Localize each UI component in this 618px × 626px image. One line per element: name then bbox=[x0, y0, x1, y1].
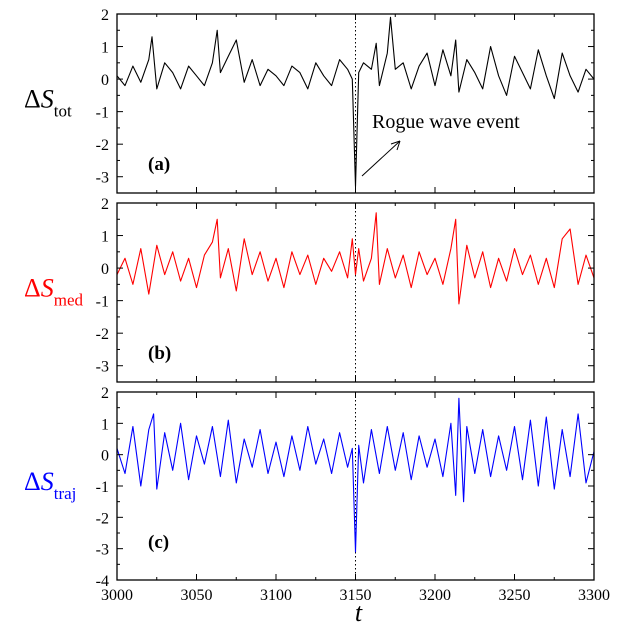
series-line bbox=[116, 212, 595, 305]
y-tick-label: -1 bbox=[96, 105, 109, 122]
y-axis-label-subscript: traj bbox=[54, 484, 77, 503]
y-tick-label: -2 bbox=[96, 326, 109, 343]
y-tick-label: -1 bbox=[96, 294, 109, 311]
x-axis-label: t bbox=[355, 598, 363, 626]
panel-label: (a) bbox=[148, 154, 170, 175]
annotation-arrowhead bbox=[390, 140, 401, 151]
annotation-arrow bbox=[361, 140, 401, 177]
y-tick-label: -3 bbox=[96, 170, 109, 187]
y-tick-label: 2 bbox=[101, 196, 109, 213]
y-axis-label-subscript: med bbox=[54, 291, 84, 310]
y-tick-label: -3 bbox=[96, 359, 109, 376]
y-tick-label: 0 bbox=[101, 72, 109, 89]
y-tick-label: 1 bbox=[101, 416, 109, 433]
y-tick-label: -2 bbox=[96, 510, 109, 527]
panel-label: (c) bbox=[148, 532, 169, 553]
y-axis-label: ΔStot bbox=[24, 85, 72, 121]
y-tick-label: -1 bbox=[96, 479, 109, 496]
y-axis-label-delta: Δ bbox=[24, 85, 41, 114]
x-tick-label: 3200 bbox=[419, 587, 451, 604]
y-tick-label: 1 bbox=[101, 229, 109, 246]
y-axis-label-symbol: S bbox=[41, 85, 54, 114]
panel-a: 2 1 0 -1 -2 -3 (a) ΔStot Rogue wave event bbox=[24, 7, 595, 194]
panel-label: (b) bbox=[148, 343, 171, 364]
panel-b: 2 1 0 -1 -2 -3 (b) ΔSmed bbox=[24, 196, 595, 383]
y-tick-label: 1 bbox=[101, 40, 109, 57]
y-axis-label-delta: Δ bbox=[24, 467, 41, 496]
y-tick-label: 2 bbox=[101, 385, 109, 402]
y-tick-label: 0 bbox=[101, 448, 109, 465]
y-tick-label: 0 bbox=[101, 261, 109, 278]
y-tick-label: 2 bbox=[101, 7, 109, 24]
y-tick-label: -2 bbox=[96, 137, 109, 154]
x-tick-label: 3000 bbox=[101, 587, 133, 604]
y-axis-label-symbol: S bbox=[41, 274, 54, 303]
x-tick-label: 3150 bbox=[340, 587, 372, 604]
y-tick-label: -4 bbox=[96, 573, 109, 590]
y-axis-label-delta: Δ bbox=[24, 274, 41, 303]
y-tick-label: -3 bbox=[96, 542, 109, 559]
x-tick-label: 3250 bbox=[499, 587, 531, 604]
y-axis-label-subscript: tot bbox=[54, 102, 72, 121]
y-axis-label: ΔSmed bbox=[24, 274, 84, 310]
panel-c: 2 1 0 -1 -2 -3 -4 (c) ΔStraj 3000 3050 3100 3150 3200… bbox=[24, 385, 610, 626]
x-tick-label: 3050 bbox=[181, 587, 213, 604]
series-line bbox=[116, 397, 595, 553]
y-axis-label-symbol: S bbox=[41, 467, 54, 496]
y-axis-label: ΔStraj bbox=[24, 467, 76, 503]
annotation-text: Rogue wave event bbox=[372, 111, 520, 133]
x-tick-label: 3100 bbox=[260, 587, 292, 604]
x-tick-label: 3300 bbox=[578, 587, 610, 604]
series-line bbox=[116, 16, 595, 188]
